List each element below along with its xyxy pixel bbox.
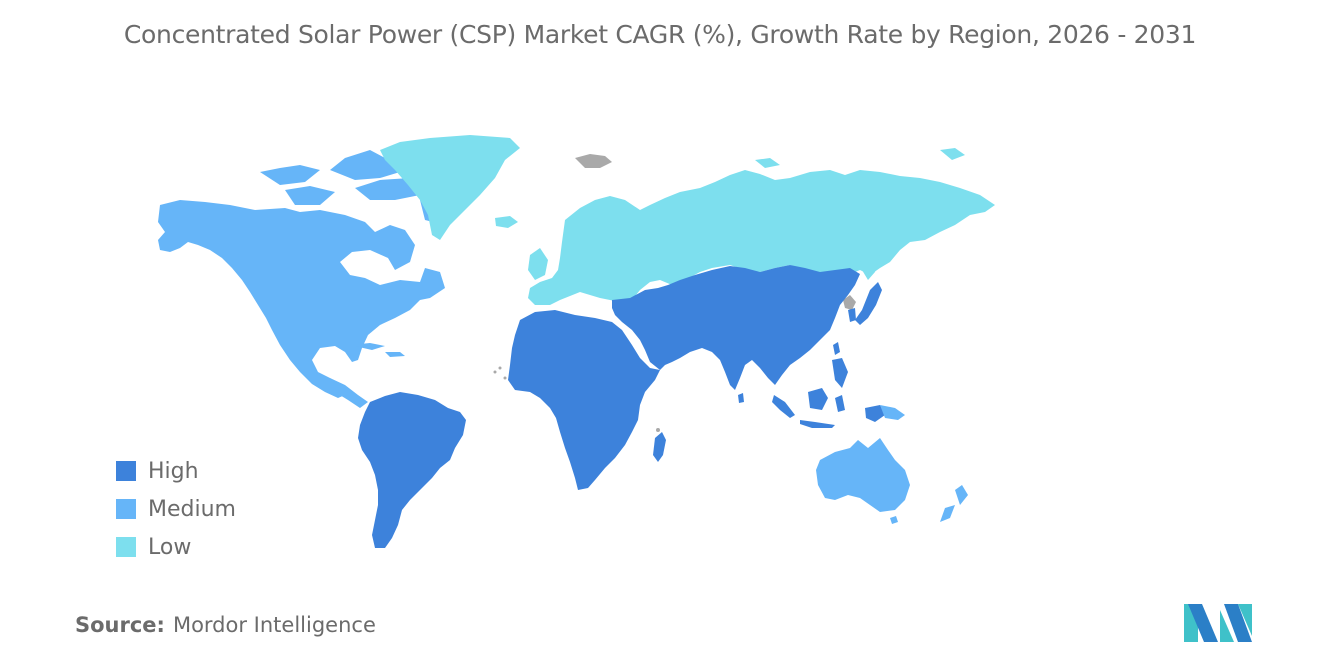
region-no-data	[493, 154, 856, 438]
source-label: Source:	[75, 613, 165, 637]
region-africa-asia	[508, 265, 885, 490]
region-europe-russia	[528, 148, 995, 305]
mordor-intelligence-logo-icon	[1184, 604, 1252, 642]
legend-label: Medium	[148, 496, 236, 522]
legend-label: High	[148, 458, 199, 484]
legend-label: Low	[148, 534, 192, 560]
region-south-america	[358, 392, 466, 548]
legend: High Medium Low	[116, 452, 236, 566]
region-oceania	[816, 405, 968, 524]
source-line: Source: Mordor Intelligence	[75, 613, 376, 637]
region-greenland	[380, 135, 520, 240]
source-value: Mordor Intelligence	[172, 613, 376, 637]
legend-swatch-high	[116, 461, 136, 481]
legend-swatch-low	[116, 537, 136, 557]
legend-item-low: Low	[116, 528, 236, 566]
chart-title: Concentrated Solar Power (CSP) Market CA…	[123, 20, 1197, 49]
legend-swatch-medium	[116, 499, 136, 519]
legend-item-high: High	[116, 452, 236, 490]
legend-item-medium: Medium	[116, 490, 236, 528]
